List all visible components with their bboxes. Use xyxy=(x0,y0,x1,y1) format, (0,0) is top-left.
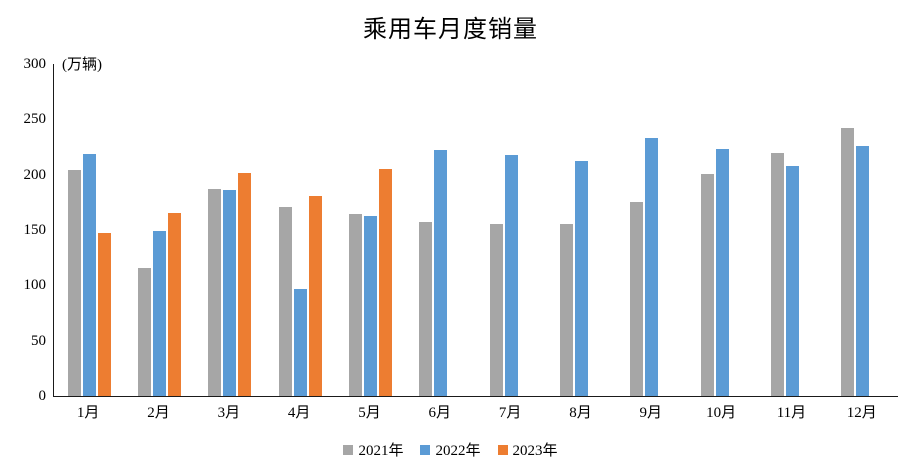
x-tick-label-12月: 12月 xyxy=(846,405,877,421)
x-axis-labels: 1月 2月 3月 4月 5月 6月 7月 8月 9月 10月 11月 12月 xyxy=(53,401,897,422)
legend-swatch-icon xyxy=(343,444,354,455)
bar-2022年-11月 xyxy=(785,165,799,396)
bar-2021年-8月 xyxy=(559,224,573,396)
bar-2022年-5月 xyxy=(363,216,377,396)
bar-2021年-6月 xyxy=(419,222,433,396)
bar-group-4月 xyxy=(265,64,335,396)
bar-2023年-2月 xyxy=(167,213,181,396)
y-tick-label: 200 xyxy=(23,166,47,183)
bar-2023年-5月 xyxy=(378,169,392,396)
bar-2022年-1月 xyxy=(82,154,96,396)
bar-2022年-4月 xyxy=(293,289,307,396)
bar-group-6月 xyxy=(406,64,476,396)
bar-2023年-1月 xyxy=(97,233,111,396)
x-tick-label-8月: 8月 xyxy=(569,405,592,421)
legend: 2021年 2022年 2023年 xyxy=(0,439,901,460)
bar-2022年-2月 xyxy=(152,231,166,396)
bar-group-10月 xyxy=(687,64,757,396)
x-tick-label-9月: 9月 xyxy=(639,405,663,421)
bar-2023年-4月 xyxy=(308,195,322,396)
bar-2021年-9月 xyxy=(630,202,644,396)
x-tick-label-6月: 6月 xyxy=(428,405,452,421)
x-tick-label-10月: 10月 xyxy=(706,405,737,421)
bar-group-7月 xyxy=(476,64,546,396)
bar-2022年-8月 xyxy=(574,160,588,396)
bar-2022年-12月 xyxy=(856,145,870,396)
x-tick-label-1月: 1月 xyxy=(76,405,100,421)
x-tick-label-7月: 7月 xyxy=(498,405,522,421)
x-tick-label-2月: 2月 xyxy=(147,405,170,421)
y-tick-label: 150 xyxy=(23,222,47,238)
bar-group-11月 xyxy=(757,64,827,396)
bar-group-1月 xyxy=(54,64,124,396)
y-tick-label: 250 xyxy=(23,111,47,128)
legend-item-2023年: 2023年 xyxy=(497,439,558,460)
bar-2023年-3月 xyxy=(238,172,252,396)
legend-swatch-icon xyxy=(497,444,508,455)
plot-area xyxy=(53,64,898,397)
legend-label: 2021年 xyxy=(358,443,404,459)
legend-label: 2023年 xyxy=(512,443,558,459)
y-axis-unit-label: (万辆) xyxy=(62,57,102,73)
bar-group-8月 xyxy=(546,64,616,396)
bar-2021年-11月 xyxy=(770,153,784,396)
y-tick-label: 0 xyxy=(38,388,47,404)
bar-2021年-5月 xyxy=(348,213,362,396)
bar-2022年-7月 xyxy=(504,155,518,396)
x-tick-label-3月: 3月 xyxy=(217,405,241,421)
bar-2022年-6月 xyxy=(434,150,448,396)
bar-2022年-3月 xyxy=(223,189,237,396)
bar-2021年-10月 xyxy=(700,173,714,396)
y-tick-label: 100 xyxy=(23,277,47,294)
legend-swatch-icon xyxy=(420,444,431,455)
bar-group-5月 xyxy=(335,64,405,396)
bar-group-12月 xyxy=(828,64,898,396)
bar-2022年-9月 xyxy=(645,137,659,396)
bar-group-2月 xyxy=(124,64,194,396)
legend-item-2021年: 2021年 xyxy=(343,439,403,460)
chart-title: 乘用车月度销量 xyxy=(363,17,538,43)
bar-2021年-4月 xyxy=(278,207,292,396)
x-tick-label-5月: 5月 xyxy=(358,405,381,421)
bar-2022年-10月 xyxy=(715,149,729,396)
bar-2021年-3月 xyxy=(208,188,222,396)
bar-2021年-7月 xyxy=(489,224,503,396)
y-tick-label: 50 xyxy=(31,332,46,349)
bar-2021年-12月 xyxy=(841,128,855,396)
legend-label: 2022年 xyxy=(435,443,481,459)
x-tick-label-4月: 4月 xyxy=(287,405,311,421)
bar-2021年-2月 xyxy=(137,268,151,396)
legend-item-2022年: 2022年 xyxy=(420,439,481,460)
bar-2021年-1月 xyxy=(67,169,81,396)
x-tick-label-11月: 11月 xyxy=(776,405,807,421)
y-tick-label: 300 xyxy=(23,56,47,72)
bar-group-3月 xyxy=(195,64,265,396)
bar-group-9月 xyxy=(617,64,687,396)
